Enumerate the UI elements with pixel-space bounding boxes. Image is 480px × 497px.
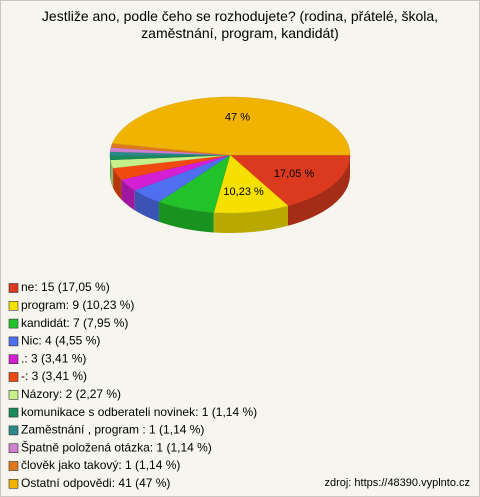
- pie-side: [158, 201, 214, 233]
- legend-swatch: [8, 318, 19, 329]
- legend-swatch: [8, 354, 19, 365]
- legend-swatch: [8, 425, 19, 436]
- slice-label: 17,05 %: [274, 168, 315, 180]
- legend-swatch: [8, 461, 19, 471]
- pie-slice: [112, 96, 351, 156]
- legend-label: program: 9 (10,23 %): [21, 298, 134, 312]
- legend-swatch: [8, 389, 19, 400]
- legend-label: Nic: 4 (4,55 %): [21, 334, 100, 348]
- slice-label: 10,23 %: [223, 186, 264, 198]
- pie-side: [213, 205, 288, 233]
- legend-swatch: [8, 283, 19, 293]
- legend-swatch: [8, 336, 19, 347]
- legend-label: .: 3 (3,41 %): [21, 351, 86, 365]
- pie-side: [134, 190, 159, 222]
- pie-slice: [229, 154, 351, 207]
- pie-side: [287, 155, 350, 226]
- legend-swatch: [8, 372, 19, 382]
- pie-side: [121, 179, 135, 211]
- chart-title: Jestliže ano, podle čeho se rozhodujete?…: [41, 8, 439, 41]
- legend-label: -: 3 (3,41 %): [21, 369, 87, 383]
- pie-side: [113, 168, 122, 200]
- slice-label: 47 %: [225, 111, 250, 123]
- legend-label: Ostatní odpovědi: 41 (47 %): [21, 476, 170, 490]
- legend-label: kandidát: 7 (7,95 %): [21, 316, 128, 330]
- legend-label: člověk jako takový: 1 (1,14 %): [21, 458, 180, 472]
- legend-swatch: [8, 443, 19, 454]
- legend-label: komunikace s odberateli novinek: 1 (1,14…: [21, 405, 257, 419]
- source: zdroj: https://48390.vyplnto.cz: [324, 477, 470, 489]
- legend-label: Špatně položená otázka: 1 (1,14 %): [21, 439, 212, 454]
- legend-swatch: [8, 478, 19, 489]
- legend-label: Zaměstnání , program : 1 (1,14 %): [21, 423, 204, 437]
- legend-label: ne: 15 (17,05 %): [21, 280, 110, 294]
- legend-swatch: [8, 300, 19, 311]
- pie-slice: [213, 154, 289, 214]
- legend-swatch: [8, 407, 19, 418]
- legend-label: Názory: 2 (2,27 %): [21, 387, 121, 401]
